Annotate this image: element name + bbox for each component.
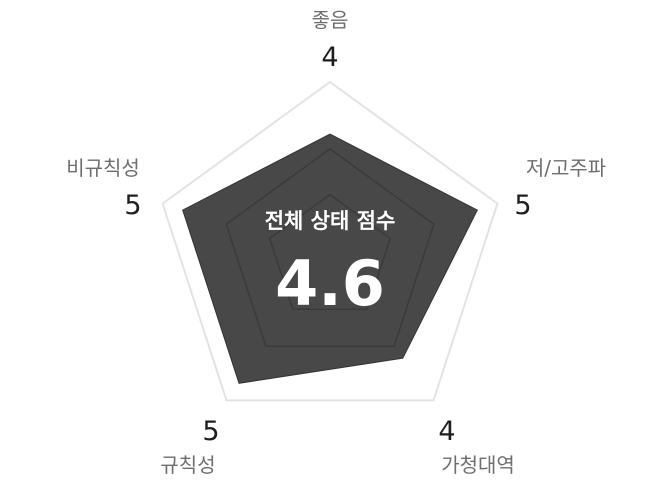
axis-label: 비규칙성	[66, 156, 140, 180]
axis-label: 좋음	[312, 8, 349, 32]
axis-label: 가청대역	[441, 453, 515, 477]
axis-value: 4	[438, 416, 455, 447]
grid-ring-2	[225, 147, 435, 348]
overall-score: 4.6	[275, 247, 385, 320]
radar-inner-grid	[225, 147, 435, 348]
grid-ring-outer	[161, 80, 499, 402]
axis-value: 5	[514, 190, 531, 221]
radar-grid	[161, 80, 499, 402]
axis-label: 저/고주파	[526, 156, 606, 180]
center-title: 전체 상태 점수	[265, 209, 396, 233]
axis-value: 4	[321, 42, 338, 73]
grid-ring-1	[268, 193, 392, 311]
data-area	[182, 133, 478, 384]
axis-value: 5	[124, 190, 141, 221]
axis-value: 5	[202, 416, 219, 447]
axis-label: 규칙성	[160, 453, 215, 477]
axis-labels: 좋음 4 저/고주파 5 가청대역 4 규칙성 5 비규칙성 5	[66, 8, 606, 477]
